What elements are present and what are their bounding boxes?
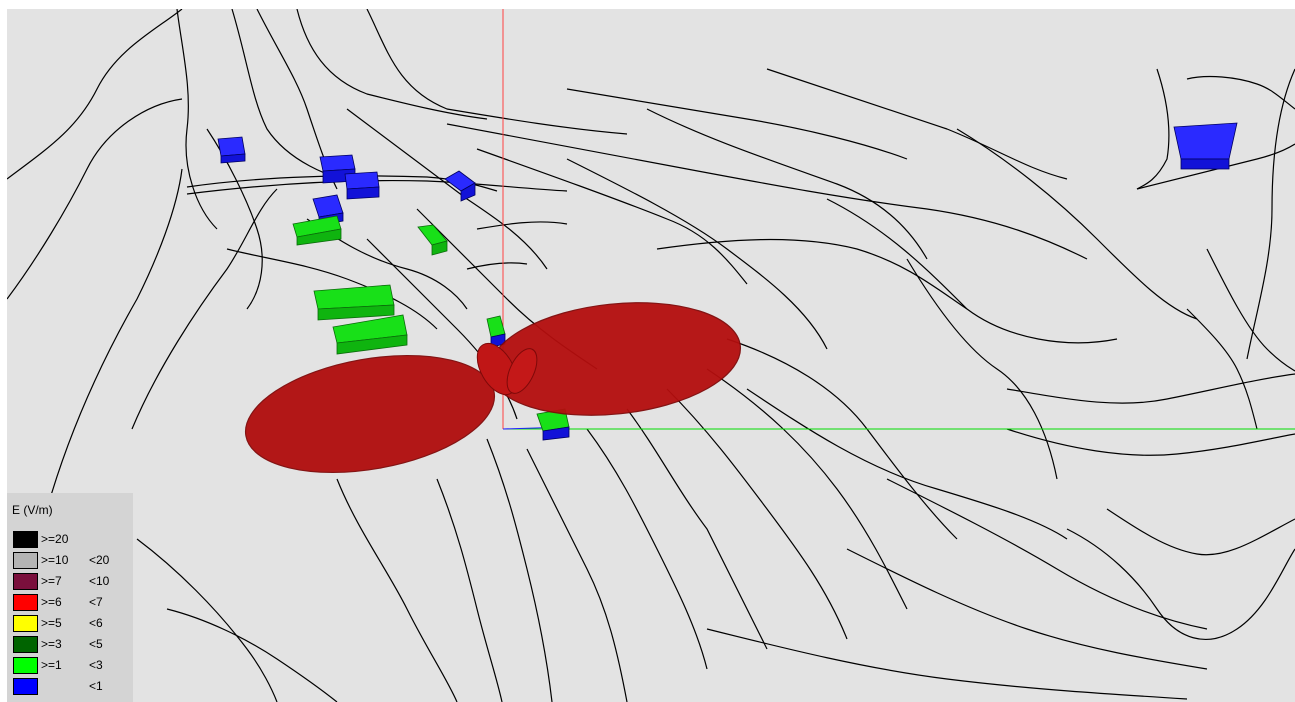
building-block[interactable] <box>417 224 448 256</box>
legend-max-label: <5 <box>89 637 103 651</box>
contour-line <box>476 148 748 285</box>
contour-line <box>626 408 768 650</box>
building-block[interactable] <box>444 170 476 202</box>
legend-row: >=7 <10 <box>13 573 133 590</box>
legend-swatch <box>13 573 38 590</box>
contour-line <box>1186 75 1295 110</box>
building-block[interactable] <box>486 315 506 348</box>
legend-swatch <box>13 594 38 611</box>
building-block[interactable] <box>217 136 246 164</box>
contour-line <box>486 438 553 702</box>
contour-line <box>1066 528 1295 640</box>
contour-line <box>436 478 503 702</box>
contour-line <box>1136 68 1170 190</box>
legend-max-label: <3 <box>89 658 103 672</box>
contour-line <box>7 98 183 300</box>
building-block[interactable] <box>332 314 408 355</box>
terrain-scene[interactable] <box>7 9 1295 702</box>
contour-line <box>706 368 908 610</box>
contour-line <box>886 478 1208 630</box>
legend-max-label: <7 <box>89 595 103 609</box>
antenna-radiation-pattern[interactable] <box>236 291 746 490</box>
legend-swatch <box>13 531 38 548</box>
contour-line <box>1186 308 1258 430</box>
legend-title: E (V/m) <box>12 503 53 517</box>
legend-min-label: >=20 <box>41 532 69 546</box>
contour-line <box>1006 428 1295 456</box>
contour-line <box>706 628 1188 700</box>
contour-line <box>846 548 1208 670</box>
contour-line <box>526 448 628 702</box>
legend-row: >=5 <6 <box>13 615 133 632</box>
legend-row: >=1 <3 <box>13 657 133 674</box>
legend-row: >=10 <20 <box>13 552 133 569</box>
legend-row: >=3 <5 <box>13 636 133 653</box>
contour-line <box>646 108 928 260</box>
contour-line <box>296 9 488 120</box>
legend-max-label: <1 <box>89 679 103 693</box>
legend-max-label: <6 <box>89 616 103 630</box>
contour-line <box>366 9 628 135</box>
legend-swatch <box>13 678 38 695</box>
legend-row: >=6 <7 <box>13 594 133 611</box>
contour-line <box>136 538 278 702</box>
contour-line <box>586 428 708 670</box>
contour-line <box>466 221 568 270</box>
contour-line <box>46 168 183 510</box>
contour-line <box>1206 248 1295 372</box>
contour-line <box>566 158 828 350</box>
terrain-contours <box>7 9 1295 702</box>
legend-max-label: <10 <box>89 574 110 588</box>
legend-min-label: >=6 <box>41 595 62 609</box>
field-strength-legend: E (V/m) >=20 >=10 <20 >=7 <10 >=6 <7 >=5 <6 >=3 <5… <box>7 493 133 702</box>
contour-line <box>176 9 218 230</box>
building-block[interactable] <box>292 215 342 246</box>
building-block[interactable] <box>344 171 380 200</box>
radiation-sidelobe <box>506 348 538 394</box>
contour-line <box>1106 508 1295 556</box>
3d-viewport[interactable] <box>7 9 1295 702</box>
contour-line <box>656 238 968 310</box>
contour-line <box>726 338 958 540</box>
contour-line <box>186 179 568 195</box>
contour-line <box>1246 68 1295 360</box>
contour-line <box>446 123 1088 260</box>
contour-line <box>1006 373 1295 404</box>
legend-swatch <box>13 657 38 674</box>
contour-line <box>1136 143 1295 190</box>
legend-min-label: >=5 <box>41 616 62 630</box>
radiation-lobe-left[interactable] <box>236 338 503 490</box>
legend-min-label: >=3 <box>41 637 62 651</box>
buildings <box>217 122 1238 441</box>
contour-line <box>956 128 1198 320</box>
contour-line <box>566 88 908 160</box>
legend-swatch <box>13 636 38 653</box>
contour-line <box>7 9 183 180</box>
legend-min-label: >=1 <box>41 658 62 672</box>
legend-max-label: <20 <box>89 553 110 567</box>
contour-line <box>766 68 1068 180</box>
building-block[interactable] <box>313 284 395 321</box>
legend-swatch <box>13 615 38 632</box>
legend-min-label: >=10 <box>41 553 69 567</box>
contour-line <box>746 388 1068 540</box>
contour-line <box>826 198 1118 344</box>
contour-line <box>131 188 278 430</box>
legend-row: >=20 <box>13 531 133 548</box>
contour-line <box>336 478 458 702</box>
contour-line <box>666 388 848 640</box>
legend-min-label: >=7 <box>41 574 62 588</box>
building-block[interactable] <box>1173 122 1238 170</box>
legend-swatch <box>13 552 38 569</box>
legend-row: <1 <box>13 678 133 695</box>
contour-line <box>906 258 1058 480</box>
contour-line <box>166 608 338 702</box>
